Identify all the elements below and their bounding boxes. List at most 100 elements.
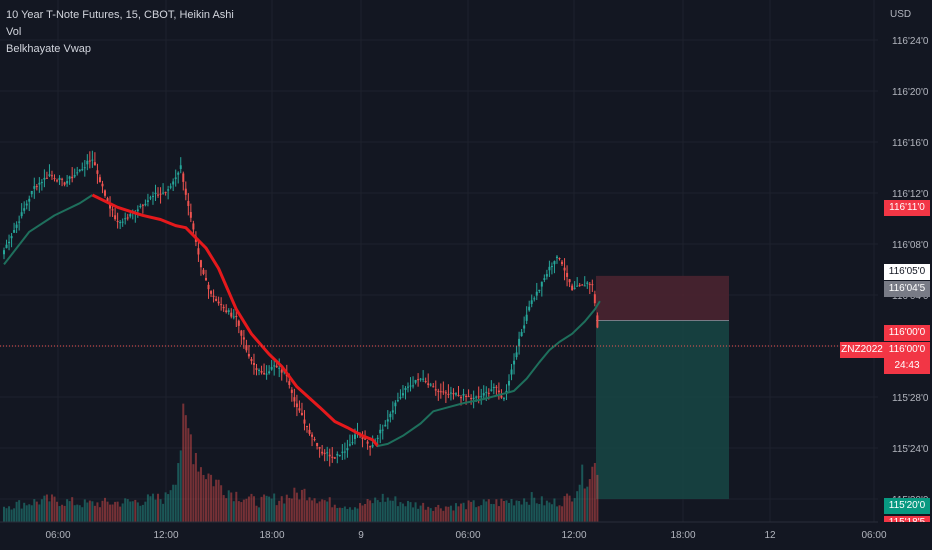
- volume-bar: [535, 503, 538, 522]
- candle-body: [58, 177, 61, 180]
- volume-bar: [343, 506, 346, 522]
- candle-body: [197, 248, 200, 255]
- volume-bar: [472, 500, 475, 522]
- candle-body: [432, 386, 435, 388]
- candle-body: [487, 392, 490, 394]
- position-tool[interactable]: [596, 275, 729, 499]
- candle-body: [20, 212, 23, 217]
- symbol-tag: ZNZ2022: [840, 342, 884, 358]
- candle-body: [419, 378, 422, 380]
- volume-bar: [154, 499, 157, 522]
- candle-body: [485, 391, 488, 393]
- candle-body: [465, 395, 468, 397]
- volume-bar: [275, 505, 278, 522]
- candle-body: [518, 338, 521, 347]
- volume-bar: [290, 498, 293, 522]
- candle-body: [136, 209, 139, 212]
- volume-bar: [591, 466, 594, 522]
- volume-bar: [326, 501, 329, 522]
- candle-body: [45, 177, 48, 179]
- candle-body: [260, 370, 263, 373]
- volume-bar: [288, 497, 291, 522]
- candle-body: [510, 369, 513, 375]
- volume-bar: [533, 497, 536, 522]
- volume-bar: [427, 506, 430, 522]
- candle-body: [33, 186, 36, 189]
- volume-bar: [129, 501, 132, 522]
- volume-bar: [222, 495, 225, 522]
- candle-body: [412, 385, 415, 387]
- candle-body: [13, 229, 16, 233]
- candle-body: [215, 298, 218, 301]
- candle-body: [91, 159, 94, 161]
- time-axis[interactable]: [0, 522, 932, 550]
- vwap-down-segment: [91, 193, 379, 447]
- volume-bar: [414, 502, 417, 522]
- candle-body: [189, 212, 192, 218]
- candle-body: [429, 384, 432, 386]
- volume-bar: [151, 493, 154, 522]
- volume-bar: [465, 509, 468, 522]
- candle-body: [303, 419, 306, 424]
- volume-bar: [364, 503, 367, 522]
- volume-bar: [396, 506, 399, 522]
- candle-body: [263, 373, 266, 375]
- candle-body: [96, 170, 99, 174]
- volume-bar: [202, 474, 205, 522]
- candle-body: [404, 388, 407, 390]
- candle-body: [235, 315, 238, 318]
- volume-bar: [169, 490, 172, 522]
- price-tick-label: 115'24'0: [892, 444, 929, 455]
- chart-title[interactable]: 10 Year T-Note Futures, 15, CBOT, Heikin…: [6, 9, 234, 21]
- candle-body: [545, 274, 548, 277]
- candle-body: [217, 301, 220, 304]
- volume-indicator-label[interactable]: Vol: [6, 26, 22, 38]
- candle-body: [3, 250, 5, 255]
- candle-body: [53, 178, 56, 180]
- volume-bar: [333, 504, 336, 522]
- candle-body: [331, 456, 334, 458]
- volume-bar: [96, 502, 99, 522]
- volume-bar: [116, 501, 119, 522]
- volume-bar: [58, 506, 61, 522]
- volume-bar: [162, 503, 165, 522]
- candle-body: [573, 287, 576, 289]
- candle-body: [379, 429, 382, 434]
- volume-bar: [91, 501, 94, 522]
- volume-bar: [439, 508, 442, 522]
- candle-body: [308, 429, 311, 434]
- volume-bar: [265, 495, 268, 522]
- candle-body: [338, 454, 341, 456]
- volume-bar: [230, 492, 233, 522]
- candle-body: [513, 360, 516, 365]
- time-tick-label: 06:00: [455, 530, 480, 541]
- candle-body: [172, 181, 175, 185]
- vwap-indicator-label[interactable]: Belkhayate Vwap: [6, 43, 91, 55]
- candle-body: [568, 279, 571, 283]
- candle-body: [434, 389, 437, 391]
- volume-bar: [346, 508, 349, 522]
- target-price-tag: 115'20'0: [884, 498, 930, 514]
- candle-body: [167, 189, 170, 191]
- candle-body: [381, 429, 384, 431]
- candle-body: [268, 371, 271, 374]
- candle-body: [384, 424, 387, 427]
- candle-body: [586, 282, 589, 284]
- candle-body: [126, 217, 129, 219]
- volume-bar: [366, 499, 369, 522]
- candle-body: [449, 392, 452, 394]
- volume-bar: [255, 505, 258, 522]
- candle-body: [490, 389, 493, 391]
- candle-body: [275, 365, 278, 368]
- candle-body: [68, 176, 71, 179]
- currency-label: USD: [890, 9, 911, 20]
- volume-bar: [422, 502, 425, 522]
- candle-body: [550, 265, 553, 268]
- candle-body: [576, 285, 579, 287]
- time-tick-label: 18:00: [670, 530, 695, 541]
- candle-body: [247, 354, 250, 357]
- volume-bar: [258, 507, 261, 522]
- candle-body: [422, 378, 425, 380]
- volume-bar: [278, 500, 281, 522]
